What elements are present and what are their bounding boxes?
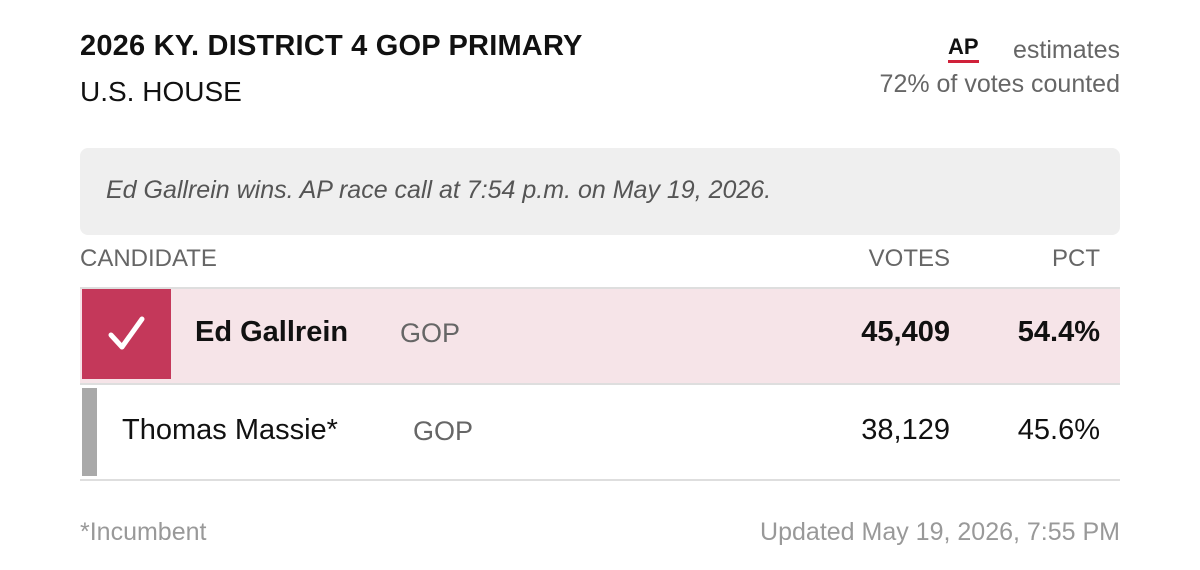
candidate-votes: 45,409 — [861, 316, 950, 348]
source-logo: AP — [948, 36, 979, 63]
result-row — [80, 385, 1120, 481]
race-call-box: Ed Gallrein wins. AP race call at 7:54 p… — [80, 148, 1120, 235]
candidate-votes: 38,129 — [861, 414, 950, 446]
race-office: U.S. HOUSE — [80, 76, 242, 107]
candidate-name: Ed Gallrein — [195, 316, 349, 348]
candidate-party: GOP — [413, 416, 474, 446]
candidate-pct: 45.6% — [1017, 414, 1100, 446]
candidate-party: GOP — [400, 318, 461, 348]
column-header: VOTES — [868, 245, 950, 272]
winner-check — [82, 289, 171, 379]
candidate-name: Thomas Massie* — [122, 414, 338, 446]
footnote: *Incumbent — [80, 518, 207, 546]
column-header: PCT — [1052, 245, 1100, 272]
updated-time: Updated May 19, 2026, 7:55 PM — [760, 518, 1120, 546]
race-call: Ed Gallrein wins. AP race call at 7:54 p… — [106, 176, 772, 204]
result-row — [80, 287, 1120, 385]
candidate-bar — [82, 388, 97, 476]
candidate-pct: 54.4% — [1017, 316, 1100, 348]
column-header: CANDIDATE — [80, 245, 217, 272]
source-label: estimates — [1013, 36, 1120, 64]
votes-counted: 72% of votes counted — [879, 70, 1120, 98]
check-icon — [108, 316, 145, 350]
race-title: 2026 KY. DISTRICT 4 GOP PRIMARY — [80, 30, 583, 62]
